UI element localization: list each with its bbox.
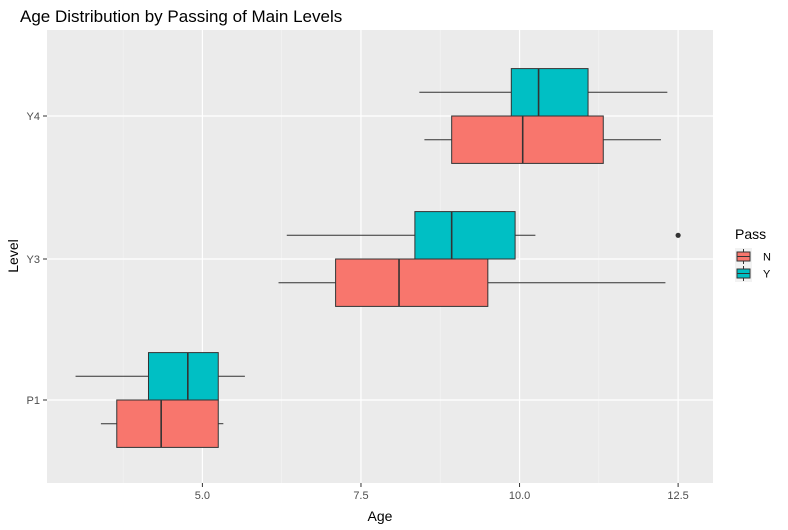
box-Y-Y3 xyxy=(286,211,681,260)
box-iqr xyxy=(451,115,604,164)
box-Y-Y4 xyxy=(419,68,668,117)
box-N-Y4 xyxy=(424,115,661,164)
y-axis-title: Level xyxy=(5,239,21,272)
x-axis-title: Age xyxy=(368,508,393,524)
x-tick-label: 7.5 xyxy=(353,490,368,502)
legend-key-N: N xyxy=(735,248,771,265)
box-iqr xyxy=(116,399,219,448)
box-iqr xyxy=(510,68,589,117)
box-iqr xyxy=(335,258,489,307)
x-tick-label: 5.0 xyxy=(195,490,210,502)
y-tick-label: P1 xyxy=(27,395,40,407)
box-N-P1 xyxy=(100,399,224,448)
x-tick-label: 10.0 xyxy=(509,490,530,502)
legend-key-Y: Y xyxy=(735,265,771,282)
legend-title: Pass xyxy=(735,226,766,242)
box-N-Y3 xyxy=(278,258,666,307)
outlier-point xyxy=(675,232,681,238)
axes: 5.0 7.5 10.0 12.5 P1 Y3 Y4 xyxy=(27,111,689,502)
legend-label: N xyxy=(763,252,771,264)
x-tick-label: 12.5 xyxy=(667,490,688,502)
y-tick-label: Y3 xyxy=(27,254,40,266)
box-iqr xyxy=(414,211,516,260)
box-Y-P1 xyxy=(75,352,245,401)
box-iqr xyxy=(147,352,219,401)
legend-label: Y xyxy=(763,269,771,281)
box-layer xyxy=(75,68,681,448)
legend: Pass NY xyxy=(735,226,771,282)
y-tick-label: Y4 xyxy=(27,111,40,123)
chart-title: Age Distribution by Passing of Main Leve… xyxy=(20,7,342,26)
